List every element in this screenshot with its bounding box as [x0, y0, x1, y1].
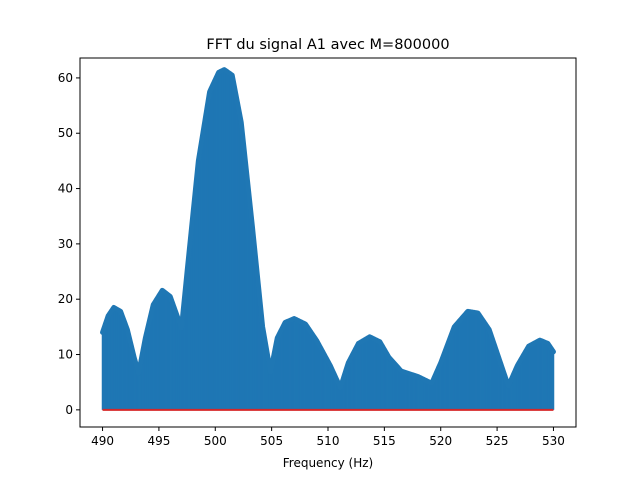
y-tick-label-5: 50: [58, 126, 73, 140]
x-tick-label-3: 505: [260, 434, 283, 448]
plot-area: [100, 67, 556, 411]
x-tick-label-7: 525: [486, 434, 509, 448]
y-axis: 0 10 20 30 40 50 60: [58, 71, 80, 417]
x-tick-label-1: 495: [147, 434, 170, 448]
y-tick-label-2: 20: [58, 292, 73, 306]
y-tick-label-1: 10: [58, 348, 73, 362]
x-axis-label: Frequency (Hz): [283, 456, 374, 470]
x-tick-label-8: 530: [542, 434, 565, 448]
chart-title: FFT du signal A1 avec M=800000: [206, 37, 449, 53]
x-tick-label-4: 510: [317, 434, 340, 448]
y-tick-label-0: 0: [65, 403, 73, 417]
x-tick-label-5: 515: [373, 434, 396, 448]
x-tick-label-2: 500: [204, 434, 227, 448]
x-tick-label-0: 490: [91, 434, 114, 448]
stem-markers: [100, 67, 556, 391]
y-tick-label-4: 40: [58, 182, 73, 196]
y-tick-label-3: 30: [58, 237, 73, 251]
x-tick-label-6: 520: [429, 434, 452, 448]
x-axis: 490 495 500 505 510 515 520 525 530: [91, 427, 565, 448]
y-tick-label-6: 60: [58, 71, 73, 85]
